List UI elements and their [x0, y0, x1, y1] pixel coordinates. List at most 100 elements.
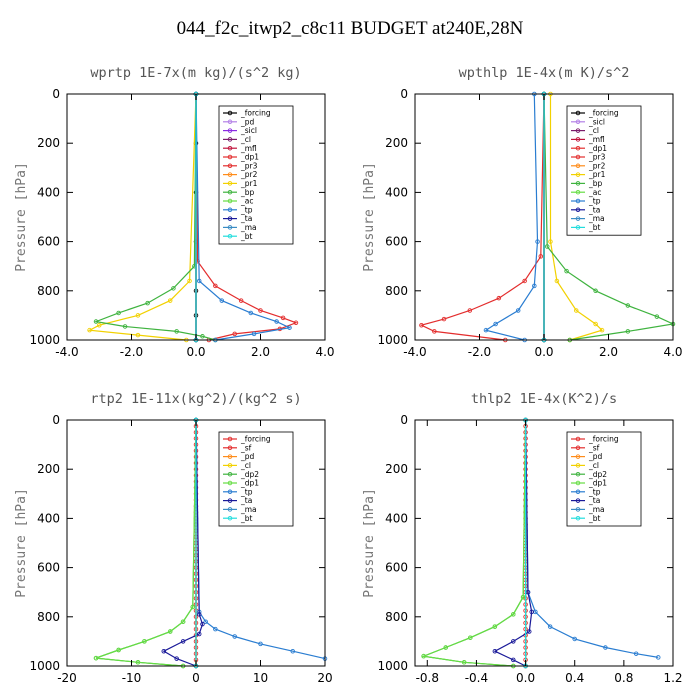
legend-marker: [227, 454, 233, 459]
legend-entry: _pr3: [240, 161, 258, 170]
legend-entry: _bt: [588, 514, 601, 523]
series-line: [87, 93, 197, 341]
y-tick-label: 0: [400, 413, 408, 427]
x-tick-label: -0.8: [416, 671, 439, 685]
legend-entry: _bt: [240, 232, 253, 241]
legend: _forcing_sicl_cl_mfl_dp1_pr3_pr2_pr1_bp_…: [566, 105, 642, 236]
series-marker: [203, 619, 208, 624]
legend-marker: [227, 463, 233, 468]
series-marker: [525, 589, 531, 595]
series-marker: [421, 653, 426, 659]
series-marker: [180, 619, 186, 624]
legend-marker: [227, 233, 233, 239]
legend-entry: _dp1: [240, 153, 259, 162]
y-tick-label: 400: [385, 511, 408, 525]
series-marker: [419, 322, 424, 328]
legend-entry: _pd: [240, 452, 255, 461]
series-marker: [213, 283, 218, 289]
series-marker: [443, 645, 448, 650]
series-marker: [93, 319, 99, 324]
legend-marker: [227, 489, 233, 495]
y-tick-label: 400: [37, 511, 60, 525]
series-marker: [251, 331, 257, 337]
series-marker: [633, 651, 639, 656]
series-marker: [515, 308, 521, 313]
series-marker: [603, 645, 608, 650]
series-marker: [174, 656, 179, 661]
legend-entry: _bt: [588, 223, 601, 232]
x-tick-label: 0: [192, 671, 200, 685]
series-marker: [529, 609, 534, 615]
series-marker: [290, 648, 296, 654]
y-tick-label: 800: [37, 610, 60, 624]
x-tick-label: 0.8: [614, 671, 633, 685]
legend-marker: [227, 216, 233, 221]
series-line: [484, 93, 539, 341]
y-tick-label: 200: [385, 136, 408, 150]
legend-entry: _sf: [588, 443, 600, 452]
series-marker: [572, 636, 577, 642]
series-marker: [432, 329, 437, 334]
series-marker: [174, 329, 179, 334]
x-tick-label: 0.0: [534, 345, 553, 359]
series-marker: [258, 641, 263, 647]
series-marker: [200, 621, 205, 627]
legend-marker: [227, 181, 233, 186]
panel-title: wpthlp 1E-4x(m K)/s^2: [459, 65, 630, 81]
series-marker: [232, 634, 237, 639]
y-tick-label: 0: [52, 413, 60, 427]
legend-marker: [227, 110, 233, 116]
series-marker: [96, 322, 102, 328]
legend-entry: _pd: [588, 452, 603, 461]
legend: _forcing_pd_sicl_cl_mfl_dp1_pr3_pr2_pr1_…: [218, 105, 294, 245]
legend-marker: [227, 515, 233, 521]
series-marker: [87, 327, 92, 333]
series-line: [543, 93, 676, 341]
legend-entry: _dp1: [240, 479, 259, 488]
series-line: [95, 419, 197, 667]
series-marker: [135, 313, 141, 318]
chart-panel-1: wprtp 1E-7x(m kg)/(s^2 kg) Pressure [hPa]…: [14, 65, 335, 359]
legend: _forcing_sf_pd_cl_dp2_dp1_tp_ta_ma_bt: [218, 431, 294, 527]
series-marker: [190, 604, 196, 610]
legend-entry: _dp2: [240, 470, 259, 479]
x-tick-label: 2.0: [599, 345, 618, 359]
series-line: [421, 419, 527, 667]
y-tick-label: 0: [400, 87, 408, 101]
series-marker: [171, 286, 176, 291]
legend-entry: _dp1: [588, 479, 607, 488]
legend-entry: _ac: [240, 197, 253, 206]
legend-marker: [575, 128, 581, 133]
series-marker: [625, 329, 631, 334]
series-marker: [135, 332, 141, 338]
y-axis-label: Pressure [hPa]: [14, 488, 29, 598]
legend-entry: _forcing: [240, 435, 271, 444]
legend-marker: [575, 145, 581, 151]
legend-marker: [575, 198, 581, 204]
x-tick-label: -2.0: [468, 345, 491, 359]
y-tick-label: 1000: [377, 333, 408, 347]
series-marker: [511, 639, 516, 644]
x-tick-label: -2.0: [120, 345, 143, 359]
legend-box: [566, 105, 642, 236]
series-line: [195, 93, 298, 341]
series-line: [419, 93, 545, 341]
legend-marker: [575, 463, 581, 468]
series-marker: [547, 624, 553, 629]
legend-entry: _ta: [588, 205, 600, 214]
series-marker: [548, 239, 553, 244]
series-marker: [293, 320, 299, 326]
legend-entry: _dp1: [588, 144, 607, 153]
legend-entry: _bt: [240, 514, 253, 523]
series-marker: [142, 639, 147, 644]
legend-entry: _pr1: [588, 170, 606, 179]
y-axis-label: Pressure [hPa]: [14, 162, 29, 272]
legend-marker: [227, 507, 233, 512]
y-tick-label: 800: [385, 284, 408, 298]
x-tick-label: 10: [253, 671, 268, 685]
x-tick-label: -20: [57, 671, 77, 685]
series-marker: [522, 278, 527, 284]
legend-marker: [227, 119, 233, 125]
chart-panel-3: rtp2 1E-11x(kg^2)/(kg^2 s) Pressure [hPa]…: [14, 391, 333, 685]
y-tick-label: 400: [385, 185, 408, 199]
